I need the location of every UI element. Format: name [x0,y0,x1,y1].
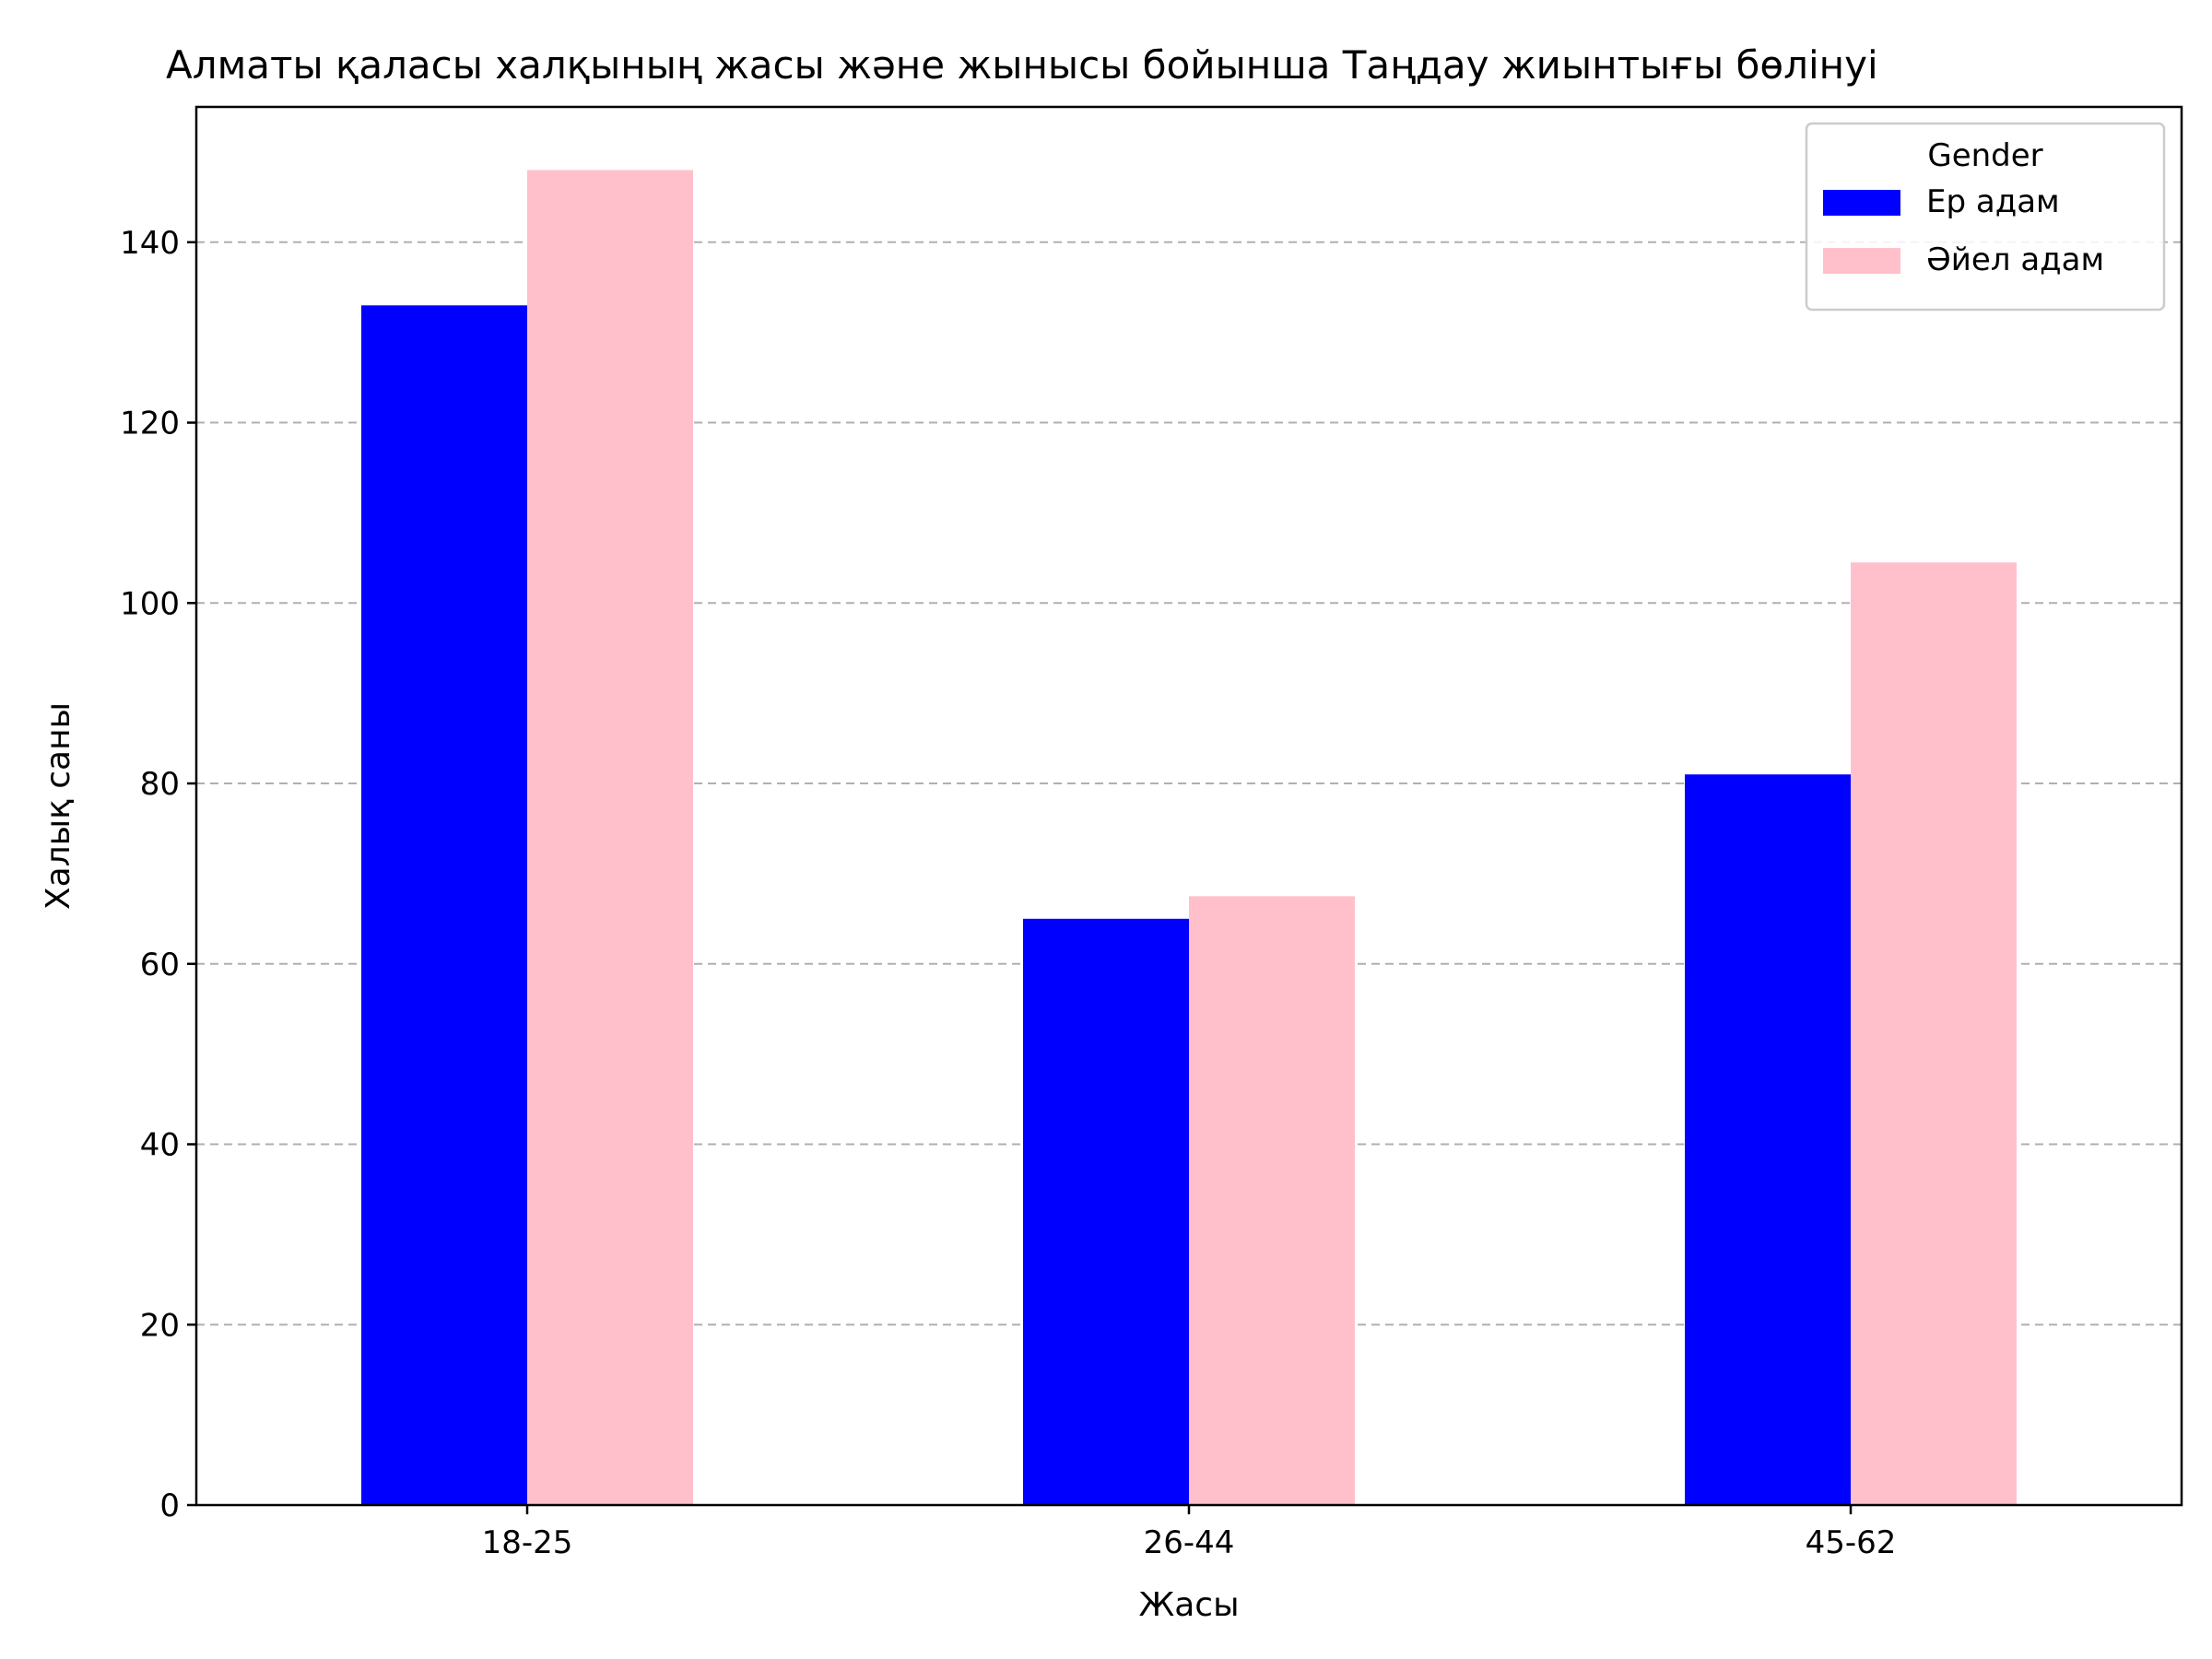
legend-title: Gender [1927,137,2042,174]
y-tick-label: 60 [140,947,180,983]
y-tick-label: 100 [120,585,180,622]
bars [361,170,2017,1506]
x-axis-ticks: 18-25 26-44 45-62 [482,1505,1897,1561]
x-tick-label: 26-44 [1144,1524,1235,1561]
legend: Gender Ер адам Әйел адам [1805,122,2166,312]
bar-female-45-62 [1851,562,2017,1505]
bar-male-45-62 [1685,774,1851,1505]
chart-title: Алматы қаласы халқының жасы және жынысы … [166,42,1878,88]
legend-label: Ер адам [1926,183,2060,220]
y-tick-label: 40 [140,1127,180,1164]
legend-swatch [1823,248,1900,274]
y-axis-label: Халық саны [40,702,77,910]
bar-male-26-44 [1023,918,1189,1505]
bar-female-26-44 [1189,896,1355,1505]
bar-male-18-25 [361,305,527,1505]
legend-label: Әйел адам [1926,241,2104,278]
y-tick-label: 20 [140,1307,180,1344]
y-axis-ticks: 0 20 40 60 80 100 120 140 [120,225,196,1524]
legend-items: Ер адам Әйел адам [1823,183,2104,278]
legend-swatch [1823,190,1900,216]
y-tick-label: 140 [120,225,180,262]
bar-female-18-25 [527,170,693,1506]
x-tick-label: 18-25 [482,1524,573,1561]
x-axis-label: Жасы [1138,1586,1239,1624]
y-tick-label: 80 [140,766,180,803]
y-tick-label: 120 [120,406,180,442]
x-tick-label: 45-62 [1806,1524,1897,1561]
y-tick-label: 0 [159,1488,180,1524]
